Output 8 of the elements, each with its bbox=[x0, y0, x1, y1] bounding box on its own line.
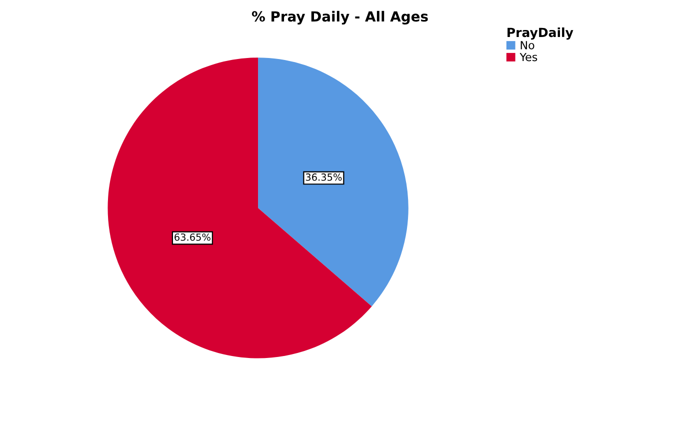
chart-title: % Pray Daily - All Ages bbox=[252, 10, 428, 24]
pie-slice bbox=[108, 58, 372, 358]
legend-title: PrayDaily bbox=[508, 27, 574, 40]
legend-label: No bbox=[520, 41, 534, 50]
data-label: 63.65% bbox=[174, 233, 210, 241]
pie-slice bbox=[258, 58, 408, 306]
legend-label: Yes bbox=[520, 52, 538, 62]
data-label: 36.35% bbox=[306, 173, 342, 181]
